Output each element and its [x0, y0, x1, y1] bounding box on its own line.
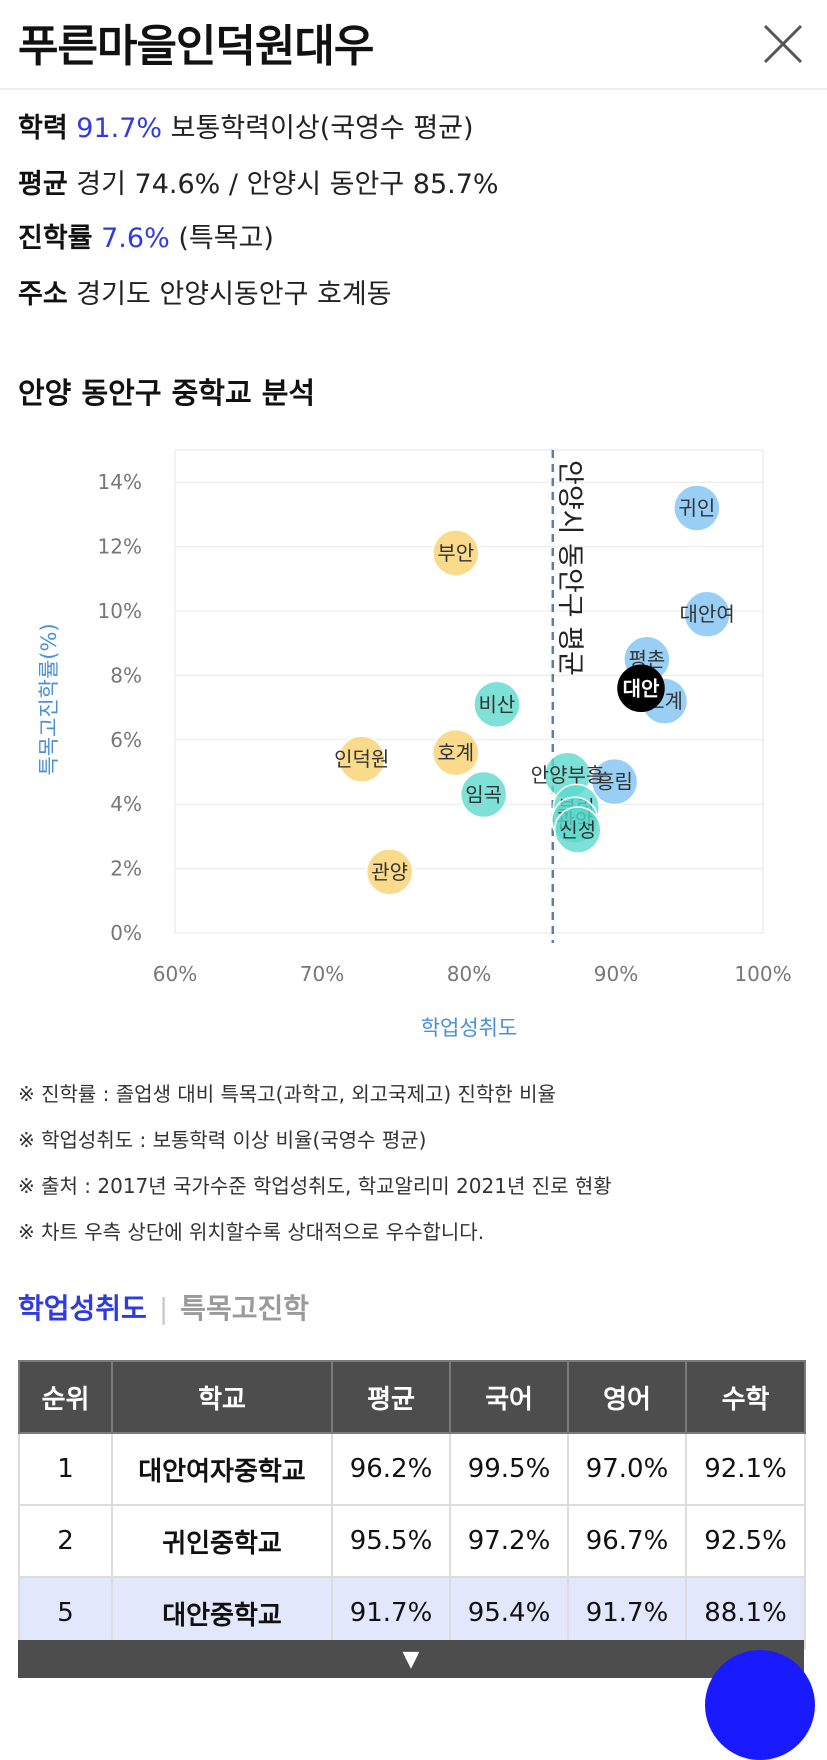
table-row[interactable]: 1 대안여자중학교 96.2% 99.5% 97.0% 92.1%: [18, 1432, 806, 1506]
table-row[interactable]: 2 귀인중학교 95.5% 97.2% 96.7% 92.5%: [18, 1504, 806, 1578]
ranking-table: 순위 학교 평균 국어 영어 수학 1 대안여자중학교 96.2% 99.5% …: [18, 1360, 806, 1650]
advance-label: 진학률: [18, 223, 93, 254]
advance-value: 7.6%: [101, 223, 170, 254]
data-point-label: 흥림: [596, 770, 633, 794]
x-tick-label: 70%: [300, 962, 344, 986]
address-info: 주소 경기도 안양시동안구 호계동: [18, 272, 392, 311]
data-point-label: 대안여: [680, 602, 735, 626]
y-tick-label: 8%: [110, 663, 142, 687]
cell-average: 91.7%: [331, 1576, 451, 1650]
y-tick-label: 0%: [110, 921, 142, 945]
y-axis-label: 특목고진학률(%): [37, 623, 61, 775]
data-point-label: 부안: [437, 541, 474, 565]
academic-value: 91.7%: [76, 113, 163, 144]
address-desc: 경기도 안양시동안구 호계동: [76, 279, 392, 310]
data-point-label: 대안: [623, 676, 660, 700]
y-tick-label: 12%: [98, 535, 142, 559]
data-point: [432, 529, 480, 577]
y-tick-label: 10%: [98, 599, 142, 623]
cell-korean: 99.5%: [449, 1432, 569, 1506]
data-point: [473, 680, 521, 729]
data-point: [365, 848, 414, 896]
chart-section-title: 안양 동안구 중학교 분석: [18, 376, 316, 410]
note-guide: ※ 차트 우측 상단에 위치할수록 상대적으로 우수합니다.: [18, 1220, 485, 1244]
y-tick-label: 2%: [110, 857, 142, 881]
data-point: [459, 770, 508, 819]
data-point-label: 호계: [437, 741, 474, 765]
header-math: 수학: [685, 1360, 806, 1434]
cell-school: 대안중학교: [111, 1576, 333, 1650]
address-label: 주소: [18, 279, 68, 310]
note-advance-rate: ※ 진학률 : 졸업생 대비 특목고(과학고, 외고국제고) 진학한 비율: [18, 1082, 556, 1106]
tab-separator: |: [158, 1292, 169, 1325]
x-tick-label: 90%: [594, 962, 638, 986]
cell-school: 대안여자중학교: [111, 1432, 333, 1506]
header-rank: 순위: [18, 1360, 113, 1434]
cell-school: 귀인중학교: [111, 1504, 333, 1578]
cell-rank: 5: [18, 1576, 113, 1650]
header-korean: 국어: [449, 1360, 569, 1434]
scatter-chart: 0% 2% 4% 6% 8% 10% 12% 14% 60% 70% 80% 90% 100% 학업성취도…: [37, 449, 792, 1040]
close-icon: [763, 24, 803, 64]
x-tick-label: 60%: [153, 962, 197, 986]
data-point-label: 비산: [479, 692, 516, 716]
cell-math: 88.1%: [685, 1576, 806, 1650]
cell-english: 97.0%: [567, 1432, 687, 1506]
data-point-label: 임곡: [465, 783, 502, 807]
data-point: [554, 806, 602, 854]
tab-special-high[interactable]: 특목고진학: [180, 1292, 310, 1325]
x-axis-label: 학업성취도: [421, 1016, 518, 1040]
advance-info: 진학률 7.6% (특목고): [18, 216, 274, 255]
page-title: 푸른마을인덕원대우: [18, 21, 374, 72]
ranking-tabs: 학업성취도 | 특목고진학: [18, 1287, 309, 1327]
cell-math: 92.5%: [685, 1504, 806, 1578]
table-row-current[interactable]: 5 대안중학교 91.7% 95.4% 91.7% 88.1%: [18, 1576, 806, 1650]
cell-rank: 1: [18, 1432, 113, 1506]
data-point-label: 관양: [371, 860, 408, 884]
cell-english: 91.7%: [567, 1576, 687, 1650]
table-header-row: 순위 학교 평균 국어 영어 수학: [18, 1360, 806, 1434]
header-school: 학교: [111, 1360, 333, 1434]
data-point: [617, 664, 665, 713]
chevron-down-icon: ▼: [402, 1647, 420, 1672]
y-tick-label: 14%: [98, 470, 142, 494]
y-tick-label: 6%: [110, 728, 142, 752]
expand-table-button[interactable]: ▼: [18, 1640, 804, 1678]
close-button[interactable]: [761, 22, 805, 66]
cell-average: 95.5%: [331, 1504, 451, 1578]
header-english: 영어: [567, 1360, 687, 1434]
data-point-label: 귀인: [678, 496, 715, 520]
note-source: ※ 출처 : 2017년 국가수준 학업성취도, 학교알리미 2021년 진로 …: [18, 1174, 612, 1198]
academic-label: 학력: [18, 113, 68, 144]
average-info: 평균 경기 74.6% / 안양시 동안구 85.7%: [18, 162, 499, 201]
data-point: [432, 728, 480, 777]
cell-korean: 95.4%: [449, 1576, 569, 1650]
header-average: 평균: [331, 1360, 451, 1434]
cell-math: 92.1%: [685, 1432, 806, 1506]
average-desc: 경기 74.6% / 안양시 동안구 85.7%: [76, 169, 499, 200]
average-label: 평균: [18, 169, 68, 200]
data-point: [337, 735, 386, 783]
floating-action-button[interactable]: [705, 1650, 815, 1760]
data-point: [673, 484, 721, 532]
note-achievement: ※ 학업성취도 : 보통학력 이상 비율(국영수 평균): [18, 1128, 427, 1152]
cell-korean: 97.2%: [449, 1504, 569, 1578]
data-point-label: 안양부흥: [531, 763, 605, 787]
data-point: [590, 757, 639, 806]
academic-desc: 보통학력이상(국영수 평균): [170, 113, 474, 144]
cell-english: 96.7%: [567, 1504, 687, 1578]
data-point-label: 인덕원: [334, 747, 389, 771]
header: 푸른마을인덕원대우: [0, 0, 827, 90]
y-tick-label: 4%: [110, 792, 142, 816]
cell-rank: 2: [18, 1504, 113, 1578]
academic-info: 학력 91.7% 보통학력이상(국영수 평균): [18, 106, 474, 145]
cell-average: 96.2%: [331, 1432, 451, 1506]
reference-line-label: 안양시 동안구 평균: [554, 460, 585, 676]
advance-desc: (특목고): [178, 223, 274, 254]
tab-achievement[interactable]: 학업성취도: [18, 1292, 147, 1325]
x-tick-label: 80%: [447, 962, 491, 986]
x-tick-label: 100%: [734, 962, 791, 986]
data-point-label: 신성: [559, 818, 596, 842]
data-point: [683, 590, 731, 638]
